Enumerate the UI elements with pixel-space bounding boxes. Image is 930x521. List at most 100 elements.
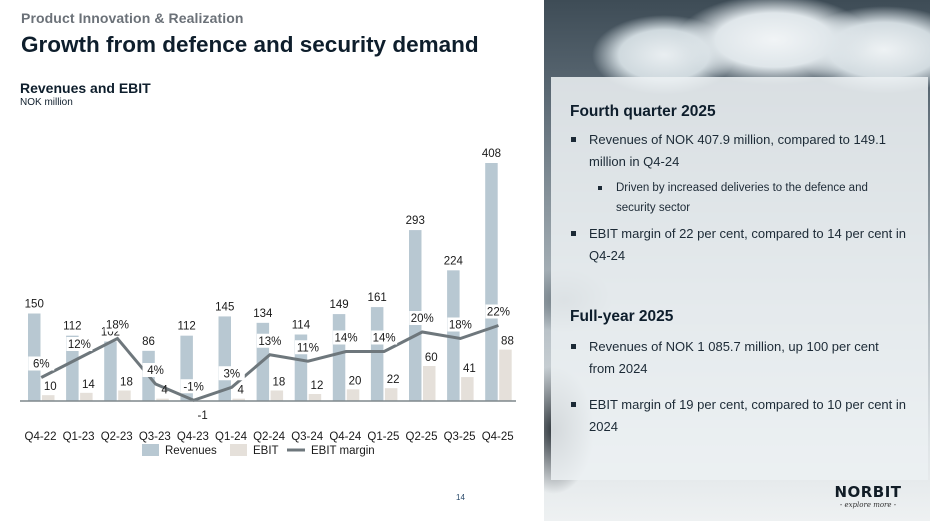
revenue-bar [104,341,117,401]
bullet-text: EBIT margin of 22 per cent, compared to … [589,226,906,263]
ebit-data-label: 22 [387,374,400,386]
label-background [180,379,207,394]
revenue-bar [447,270,460,401]
label-background [371,330,398,345]
revenues-ebit-chart: 150101121410218864112-114541341811412149… [20,148,516,457]
label-background [104,317,131,332]
revenue-bar [370,307,384,401]
ebit-margin-data-label: 20% [409,311,436,325]
ebit-margin-label-text: 14% [335,333,358,345]
ebit-margin-label-text: 3% [223,368,240,380]
ebit-margin-label-text: 18% [449,320,472,332]
ebit-bar [423,366,436,401]
bars-layer [28,163,512,402]
revenue-data-label: 134 [253,308,273,320]
ebit-bar [232,398,245,401]
ebit-bar [42,395,55,401]
fy-heading: Full-year 2025 [570,308,674,325]
ebit-data-label: 10 [44,381,57,393]
q4-subbullet-driver: Driven by increased deliveries to the de… [598,178,898,218]
revenue-data-label: 149 [329,299,348,311]
label-background [256,333,283,348]
ebit-margin-data-label: 22% [485,304,512,319]
ebit-bar [346,389,360,401]
ebit-margin-data-label: 3% [218,366,245,381]
ebit-data-label: 18 [120,377,133,389]
q4-bullet-ebit-margin: EBIT margin of 22 per cent, compared to … [571,223,906,267]
label-background [142,363,169,377]
revenue-bar [332,314,346,401]
ebit-bar [308,394,322,401]
ebit-bar [156,398,169,401]
bullet-text: Revenues of NOK 1 085.7 million, up 100 … [589,339,879,376]
x-tick-label: Q2-23 [101,431,133,443]
ebit-margin-data-label: 18% [104,317,131,332]
label-background [28,356,55,371]
revenue-data-label: 161 [368,292,387,304]
label-background [485,304,512,319]
revenue-data-label: 293 [406,215,425,227]
x-tick-label: Q4-22 [25,431,57,443]
ebit-bar [270,390,284,401]
ebit-data-label: 4 [238,385,245,397]
x-tick-label: Q2-25 [406,431,438,443]
legend-swatch-revenues [142,444,159,456]
ebit-data-label: 20 [349,375,362,387]
legend-label-ebit: EBIT [253,445,279,457]
x-tick-label: Q4-23 [177,431,209,443]
label-background [333,330,360,345]
ebit-margin-label-text: 14% [373,333,396,345]
ebit-bar [118,390,131,401]
ebit-margin-label-text: 13% [258,336,281,348]
fy-bullet-ebit-margin: EBIT margin of 19 per cent, compared to … [571,394,906,438]
ebit-bar [384,388,398,401]
ebit-margin-label-text: -1% [183,381,203,393]
ebit-data-label: 12 [311,380,324,392]
ebit-margin-data-label: -1% [180,379,207,394]
ebit-margin-label-text: 4% [147,365,164,377]
ebit-data-label: 88 [501,336,514,348]
x-tick-label: Q1-25 [367,431,399,443]
ebit-bar [499,349,512,401]
x-tick-label: Q3-25 [444,431,476,443]
ebit-data-label: 41 [463,363,476,375]
legend-label-ebit-margin: EBIT margin [311,445,375,457]
ebit-margin-label-text: 22% [487,307,510,319]
ebit-margin-data-label: 11% [294,340,321,355]
ebit-margin-data-label: 18% [447,317,474,332]
page-title: Growth from defence and security demand [21,32,479,57]
ebit-margin-data-label: 14% [371,330,398,345]
label-background [218,366,245,381]
logo-wordmark: NORBIT [834,483,902,501]
x-tick-label: Q3-23 [139,431,171,443]
bullet-marker-icon [571,402,576,407]
bullet-text: EBIT margin of 19 per cent, compared to … [589,397,906,434]
legend-label-revenues: Revenues [165,445,217,457]
x-tick-label: Q1-23 [63,431,95,443]
revenue-data-label: 86 [142,336,155,348]
revenue-bar [66,335,79,401]
bullet-marker-icon [571,344,576,349]
q4-bullet-revenues: Revenues of NOK 407.9 million, compared … [571,129,906,173]
logo-tagline: - explore more - [839,501,897,509]
bullet-marker-icon [571,137,576,142]
ebit-data-label: 18 [272,377,285,389]
ebit-margin-data-label: 13% [256,333,283,348]
ebit-margin-label-text: 18% [106,320,129,332]
label-background [409,311,436,325]
x-tick-label: Q4-24 [329,431,362,443]
highlights-panel [551,77,928,480]
fy-bullet-revenues: Revenues of NOK 1 085.7 million, up 100 … [571,336,906,380]
data-labels-layer: 150101121410218864112-114541341811412149… [25,148,514,422]
ebit-data-label: 4 [161,385,168,397]
ebit-margin-label-text: 6% [33,359,50,371]
ebit-data-label: 14 [82,379,95,391]
x-tick-label: Q3-24 [291,431,324,443]
ebit-bar [80,392,93,401]
chart-title: Revenues and EBIT [20,80,151,96]
ebit-margin-label-text: 11% [297,342,319,354]
chart-unit-label: NOK million [20,97,73,108]
bullet-marker-icon [598,186,602,190]
ebit-margin-label-text: 20% [411,313,434,325]
ebit-margin-data-label: 4% [142,363,169,377]
